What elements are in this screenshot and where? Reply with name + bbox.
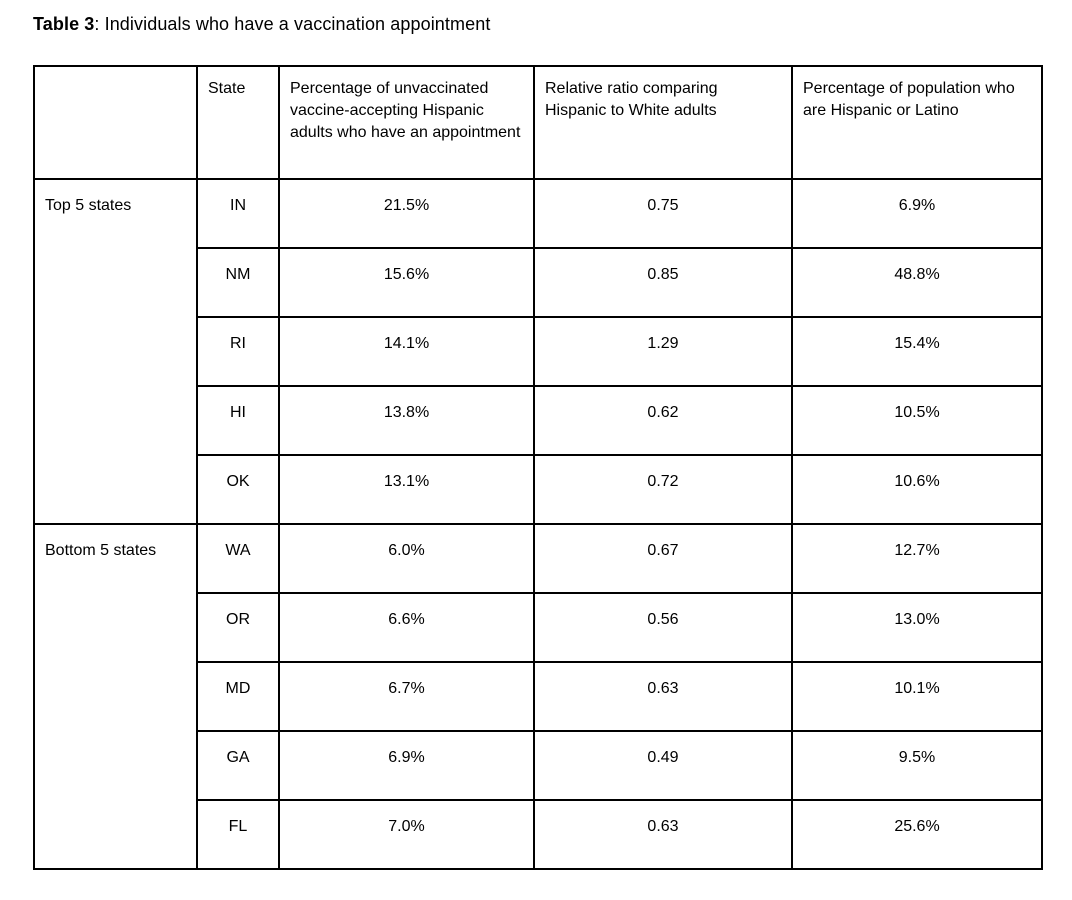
pct-appointment-cell: 6.6%	[278, 592, 535, 663]
state-cell: MD	[196, 661, 280, 732]
header-pct-population: Percentage of population who are Hispani…	[791, 65, 1043, 180]
relative-ratio-cell: 0.63	[533, 661, 793, 732]
state-cell: OR	[196, 592, 280, 663]
header-empty	[33, 65, 198, 180]
header-pct-appointment: Percentage of unvaccinated vaccine-accep…	[278, 65, 535, 180]
table-row: HI 13.8% 0.62 10.5%	[34, 385, 1043, 456]
pct-population-cell: 10.6%	[791, 454, 1043, 525]
table-caption-label: Table 3	[33, 14, 95, 34]
pct-population-cell: 13.0%	[791, 592, 1043, 663]
relative-ratio-cell: 0.49	[533, 730, 793, 801]
table-row: GA 6.9% 0.49 9.5%	[34, 730, 1043, 801]
pct-appointment-cell: 7.0%	[278, 799, 535, 870]
table-row: Bottom 5 states WA 6.0% 0.67 12.7%	[33, 523, 1043, 870]
state-cell: WA	[196, 523, 280, 594]
table-row: Top 5 states IN 21.5% 0.75 6.9%	[33, 178, 1043, 525]
pct-population-cell: 25.6%	[791, 799, 1043, 870]
pct-population-cell: 15.4%	[791, 316, 1043, 387]
relative-ratio-cell: 0.62	[533, 385, 793, 456]
pct-population-cell: 48.8%	[791, 247, 1043, 318]
pct-appointment-cell: 14.1%	[278, 316, 535, 387]
state-cell: RI	[196, 316, 280, 387]
relative-ratio-cell: 0.67	[533, 523, 793, 594]
pct-population-cell: 12.7%	[791, 523, 1043, 594]
relative-ratio-cell: 0.72	[533, 454, 793, 525]
table-row: FL 7.0% 0.63 25.6%	[34, 799, 1043, 870]
state-cell: IN	[196, 178, 280, 249]
state-cell: GA	[196, 730, 280, 801]
header-state: State	[196, 65, 280, 180]
state-cell: FL	[196, 799, 280, 870]
state-cell: NM	[196, 247, 280, 318]
relative-ratio-cell: 0.85	[533, 247, 793, 318]
header-relative-ratio: Relative ratio comparing Hispanic to Whi…	[533, 65, 793, 180]
table-caption: Table 3: Individuals who have a vaccinat…	[33, 14, 1072, 35]
relative-ratio-cell: 0.56	[533, 592, 793, 663]
pct-appointment-cell: 21.5%	[278, 178, 535, 249]
relative-ratio-cell: 1.29	[533, 316, 793, 387]
pct-population-cell: 10.5%	[791, 385, 1043, 456]
relative-ratio-cell: 0.63	[533, 799, 793, 870]
table-caption-text: : Individuals who have a vaccination app…	[94, 14, 491, 34]
pct-appointment-cell: 15.6%	[278, 247, 535, 318]
pct-population-cell: 10.1%	[791, 661, 1043, 732]
table-row: OK 13.1% 0.72 10.6%	[34, 454, 1043, 525]
table-row: OR 6.6% 0.56 13.0%	[34, 592, 1043, 663]
table-row: RI 14.1% 1.29 15.4%	[34, 316, 1043, 387]
group-label-bottom5: Bottom 5 states	[33, 523, 198, 870]
pct-population-cell: 6.9%	[791, 178, 1043, 249]
relative-ratio-cell: 0.75	[533, 178, 793, 249]
group-label-top5: Top 5 states	[33, 178, 198, 525]
state-cell: HI	[196, 385, 280, 456]
page: Table 3: Individuals who have a vaccinat…	[33, 14, 1072, 870]
pct-appointment-cell: 13.1%	[278, 454, 535, 525]
pct-population-cell: 9.5%	[791, 730, 1043, 801]
state-cell: OK	[196, 454, 280, 525]
pct-appointment-cell: 6.7%	[278, 661, 535, 732]
table-row: NM 15.6% 0.85 48.8%	[34, 247, 1043, 318]
pct-appointment-cell: 6.0%	[278, 523, 535, 594]
header-row: State Percentage of unvaccinated vaccine…	[33, 65, 1043, 180]
pct-appointment-cell: 13.8%	[278, 385, 535, 456]
vaccination-appointment-table: State Percentage of unvaccinated vaccine…	[33, 65, 1043, 870]
table-row: MD 6.7% 0.63 10.1%	[34, 661, 1043, 732]
pct-appointment-cell: 6.9%	[278, 730, 535, 801]
